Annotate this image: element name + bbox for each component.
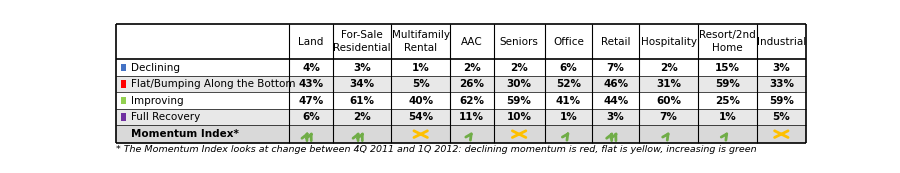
Text: 5%: 5%: [772, 112, 790, 122]
Text: Multifamily
Rental: Multifamily Rental: [392, 30, 450, 53]
Text: 11%: 11%: [459, 112, 484, 122]
Text: Resort/2nd
Home: Resort/2nd Home: [699, 30, 756, 53]
Text: 5%: 5%: [412, 79, 429, 89]
Text: 44%: 44%: [603, 96, 628, 106]
Text: 61%: 61%: [349, 96, 374, 106]
Bar: [116, 24, 806, 59]
Text: 6%: 6%: [560, 62, 577, 72]
Text: Flat/Bumping Along the Bottom: Flat/Bumping Along the Bottom: [131, 79, 295, 89]
Text: 40%: 40%: [408, 96, 433, 106]
Text: 41%: 41%: [556, 96, 581, 106]
Text: Retail: Retail: [601, 37, 630, 47]
Text: 30%: 30%: [507, 79, 532, 89]
Bar: [116, 125, 806, 143]
Bar: [116, 92, 806, 109]
Text: 46%: 46%: [603, 79, 628, 89]
Text: 59%: 59%: [507, 96, 532, 106]
Text: 10%: 10%: [507, 112, 532, 122]
Text: 4%: 4%: [302, 62, 320, 72]
Text: 62%: 62%: [459, 96, 484, 106]
Text: 7%: 7%: [660, 112, 678, 122]
Text: 31%: 31%: [656, 79, 681, 89]
Text: 2%: 2%: [660, 62, 678, 72]
Text: * The Momentum Index looks at change between 4Q 2011 and 1Q 2012: declining mome: * The Momentum Index looks at change bet…: [116, 145, 757, 154]
Text: For-Sale
Residential: For-Sale Residential: [333, 30, 391, 53]
Text: 1%: 1%: [412, 62, 429, 72]
Text: Land: Land: [298, 37, 324, 47]
Bar: [121, 80, 126, 88]
Text: AAC: AAC: [461, 37, 482, 47]
Bar: [121, 64, 126, 71]
Text: 52%: 52%: [556, 79, 581, 89]
Text: 34%: 34%: [349, 79, 374, 89]
Text: 15%: 15%: [715, 62, 740, 72]
Text: 60%: 60%: [656, 96, 681, 106]
Text: 2%: 2%: [510, 62, 528, 72]
Text: Momentum Index*: Momentum Index*: [131, 129, 239, 139]
Text: Seniors: Seniors: [500, 37, 538, 47]
Text: 2%: 2%: [353, 112, 371, 122]
Text: 54%: 54%: [408, 112, 433, 122]
Text: Improving: Improving: [131, 96, 184, 106]
Text: 1%: 1%: [560, 112, 577, 122]
Text: Full Recovery: Full Recovery: [131, 112, 201, 122]
Bar: [116, 59, 806, 76]
Text: Hospitality: Hospitality: [641, 37, 697, 47]
Text: Declining: Declining: [131, 62, 180, 72]
Bar: [116, 76, 806, 92]
Text: 47%: 47%: [299, 96, 324, 106]
Text: 2%: 2%: [463, 62, 481, 72]
Text: 26%: 26%: [459, 79, 484, 89]
Text: 43%: 43%: [299, 79, 323, 89]
Bar: [121, 97, 126, 104]
Text: Office: Office: [553, 37, 584, 47]
Text: 6%: 6%: [302, 112, 320, 122]
Text: Industrial: Industrial: [757, 37, 806, 47]
Text: 59%: 59%: [769, 96, 794, 106]
Text: 3%: 3%: [772, 62, 790, 72]
Text: 3%: 3%: [353, 62, 371, 72]
Text: 33%: 33%: [769, 79, 794, 89]
Bar: [116, 109, 806, 125]
Bar: [121, 113, 126, 121]
Text: 25%: 25%: [715, 96, 740, 106]
Text: 59%: 59%: [715, 79, 740, 89]
Text: 1%: 1%: [718, 112, 736, 122]
Text: 7%: 7%: [607, 62, 625, 72]
Text: 3%: 3%: [607, 112, 625, 122]
